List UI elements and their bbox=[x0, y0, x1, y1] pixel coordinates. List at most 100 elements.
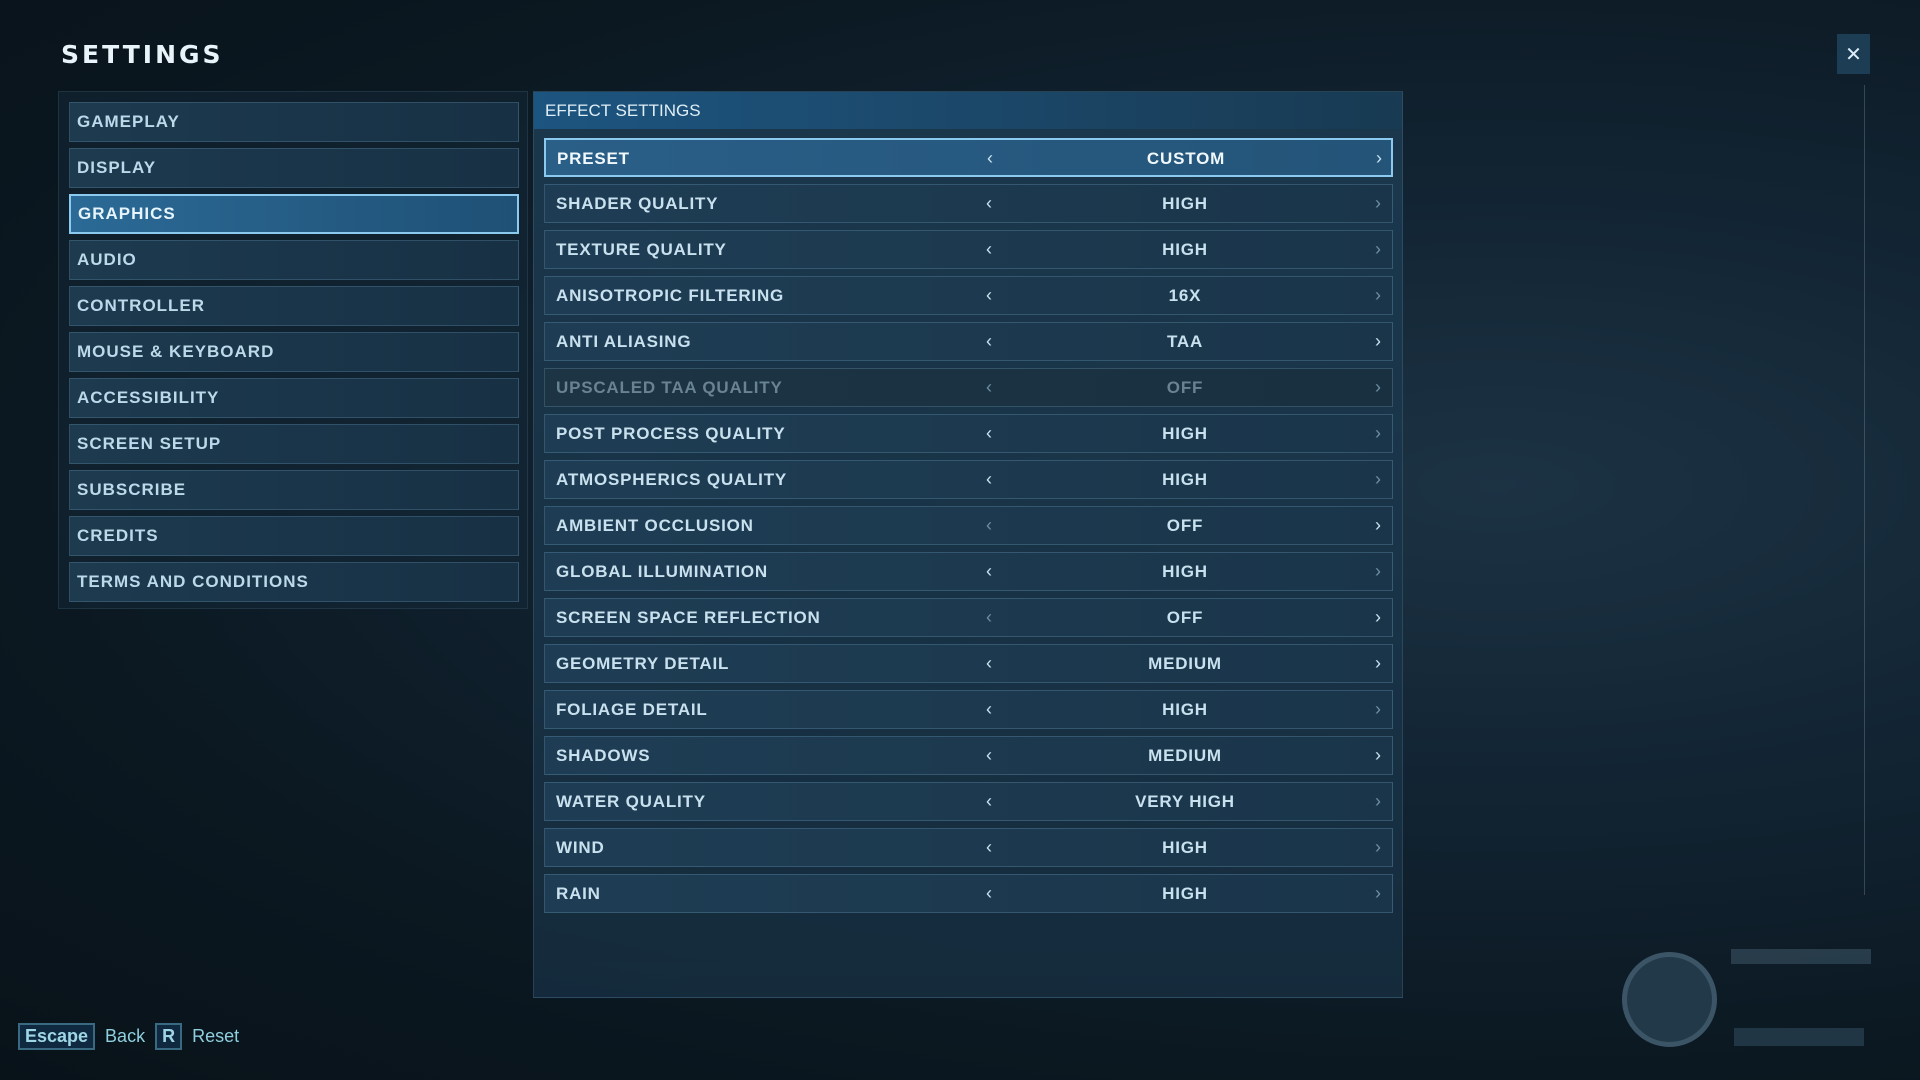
setting-label: UPSCALED TAA QUALITY bbox=[556, 378, 783, 397]
sidebar-item-subscribe[interactable]: SUBSCRIBE bbox=[69, 470, 519, 510]
setting-row-atmospherics-quality[interactable]: ATMOSPHERICS QUALITY ‹ HIGH › bbox=[544, 460, 1393, 499]
setting-label: ANTI ALIASING bbox=[556, 332, 692, 351]
setting-row-water-quality[interactable]: WATER QUALITY ‹ VERY HIGH › bbox=[544, 782, 1393, 821]
arrow-right-icon[interactable]: › bbox=[1375, 469, 1382, 489]
arrow-left-icon[interactable]: ‹ bbox=[986, 469, 993, 489]
sidebar-item-display[interactable]: DISPLAY bbox=[69, 148, 519, 188]
arrow-right-icon[interactable]: › bbox=[1375, 745, 1382, 765]
arrow-right-icon[interactable]: › bbox=[1375, 699, 1382, 719]
setting-row-rain[interactable]: RAIN ‹ HIGH › bbox=[544, 874, 1393, 913]
setting-row-ambient-occlusion[interactable]: AMBIENT OCCLUSION ‹ OFF › bbox=[544, 506, 1393, 545]
arrow-right-icon[interactable]: › bbox=[1375, 561, 1382, 581]
arrow-right-icon[interactable]: › bbox=[1375, 239, 1382, 259]
page-title: SETTINGS bbox=[61, 40, 224, 69]
arrow-right-icon[interactable]: › bbox=[1375, 791, 1382, 811]
setting-row-preset[interactable]: PRESET ‹ CUSTOM › bbox=[544, 138, 1393, 177]
footer-hints: Escape Back R Reset bbox=[18, 1023, 239, 1050]
arrow-left-icon[interactable]: ‹ bbox=[986, 515, 993, 535]
setting-row-shader-quality[interactable]: SHADER QUALITY ‹ HIGH › bbox=[544, 184, 1393, 223]
arrow-left-icon[interactable]: ‹ bbox=[986, 653, 993, 673]
setting-value: TAA bbox=[1166, 332, 1204, 351]
setting-value: HIGH bbox=[1162, 700, 1208, 719]
arrow-left-icon[interactable]: ‹ bbox=[986, 377, 993, 397]
setting-value: HIGH bbox=[1162, 838, 1208, 857]
arrow-left-icon[interactable]: ‹ bbox=[987, 148, 994, 168]
settings-sidebar: GAMEPLAY DISPLAY GRAPHICS AUDIO CONTROLLER MO… bbox=[58, 91, 528, 609]
arrow-left-icon[interactable]: ‹ bbox=[986, 239, 993, 259]
arrow-left-icon[interactable]: ‹ bbox=[986, 285, 993, 305]
arrow-right-icon[interactable]: › bbox=[1375, 285, 1382, 305]
setting-row-wind[interactable]: WIND ‹ HIGH › bbox=[544, 828, 1393, 867]
setting-label: ATMOSPHERICS QUALITY bbox=[556, 470, 788, 489]
arrow-right-icon[interactable]: › bbox=[1375, 423, 1382, 443]
panel-header: EFFECT SETTINGS bbox=[534, 92, 1402, 129]
setting-value: HIGH bbox=[1162, 194, 1208, 213]
sidebar-item-audio[interactable]: AUDIO bbox=[69, 240, 519, 280]
setting-label: SCREEN SPACE REFLECTION bbox=[556, 608, 821, 627]
sidebar-item-mouse-keyboard[interactable]: MOUSE & KEYBOARD bbox=[69, 332, 519, 372]
decorative-line bbox=[1864, 85, 1865, 895]
setting-row-screen-space-reflection[interactable]: SCREEN SPACE REFLECTION ‹ OFF › bbox=[544, 598, 1393, 637]
setting-row-anisotropic-filtering[interactable]: ANISOTROPIC FILTERING ‹ 16X › bbox=[544, 276, 1393, 315]
setting-value: HIGH bbox=[1162, 424, 1208, 443]
sidebar-item-graphics[interactable]: GRAPHICS bbox=[69, 194, 519, 234]
arrow-left-icon[interactable]: ‹ bbox=[986, 699, 993, 719]
setting-value: HIGH bbox=[1162, 562, 1208, 581]
arrow-left-icon[interactable]: ‹ bbox=[986, 331, 993, 351]
fullscreen-toggle-icon[interactable]: ✕ bbox=[1837, 34, 1870, 74]
setting-row-post-process-quality[interactable]: POST PROCESS QUALITY ‹ HIGH › bbox=[544, 414, 1393, 453]
arrow-right-icon[interactable]: › bbox=[1376, 148, 1383, 168]
arrow-left-icon[interactable]: ‹ bbox=[986, 837, 993, 857]
jurassic-world-logo-icon bbox=[1622, 952, 1717, 1047]
arrow-left-icon[interactable]: ‹ bbox=[986, 883, 993, 903]
setting-row-texture-quality[interactable]: TEXTURE QUALITY ‹ HIGH › bbox=[544, 230, 1393, 269]
arrow-left-icon[interactable]: ‹ bbox=[986, 745, 993, 765]
arrow-left-icon[interactable]: ‹ bbox=[986, 607, 993, 627]
arrow-right-icon[interactable]: › bbox=[1375, 607, 1382, 627]
setting-value: OFF bbox=[1166, 378, 1204, 397]
arrow-right-icon[interactable]: › bbox=[1375, 837, 1382, 857]
setting-label: POST PROCESS QUALITY bbox=[556, 424, 786, 443]
setting-row-shadows[interactable]: SHADOWS ‹ MEDIUM › bbox=[544, 736, 1393, 775]
setting-value: CUSTOM bbox=[1146, 149, 1226, 168]
setting-label: SHADER QUALITY bbox=[556, 194, 719, 213]
sidebar-item-credits[interactable]: CREDITS bbox=[69, 516, 519, 556]
arrow-right-icon[interactable]: › bbox=[1375, 331, 1382, 351]
sidebar-item-screen-setup[interactable]: SCREEN SETUP bbox=[69, 424, 519, 464]
setting-value: OFF bbox=[1166, 516, 1204, 535]
escape-key-hint[interactable]: Escape bbox=[18, 1023, 96, 1050]
setting-label: WIND bbox=[556, 838, 605, 857]
setting-row-anti-aliasing[interactable]: ANTI ALIASING ‹ TAA › bbox=[544, 322, 1393, 361]
effect-settings-panel: EFFECT SETTINGS PRESET ‹ CUSTOM › SHADER QUA… bbox=[533, 91, 1403, 998]
arrow-right-icon[interactable]: › bbox=[1375, 377, 1382, 397]
setting-row-geometry-detail[interactable]: GEOMETRY DETAIL ‹ MEDIUM › bbox=[544, 644, 1393, 683]
r-key-hint[interactable]: R bbox=[155, 1023, 183, 1050]
back-label[interactable]: Back bbox=[105, 1026, 146, 1046]
setting-value: HIGH bbox=[1162, 470, 1208, 489]
setting-value: 16X bbox=[1168, 286, 1202, 305]
arrow-left-icon[interactable]: ‹ bbox=[986, 561, 993, 581]
decorative-bar bbox=[1731, 949, 1871, 964]
arrow-right-icon[interactable]: › bbox=[1375, 193, 1382, 213]
setting-row-global-illumination[interactable]: GLOBAL ILLUMINATION ‹ HIGH › bbox=[544, 552, 1393, 591]
setting-row-foliage-detail[interactable]: FOLIAGE DETAIL ‹ HIGH › bbox=[544, 690, 1393, 729]
setting-value: MEDIUM bbox=[1148, 654, 1222, 673]
arrow-left-icon[interactable]: ‹ bbox=[986, 423, 993, 443]
sidebar-item-accessibility[interactable]: ACCESSIBILITY bbox=[69, 378, 519, 418]
setting-value: HIGH bbox=[1162, 884, 1208, 903]
arrow-right-icon[interactable]: › bbox=[1375, 883, 1382, 903]
arrow-left-icon[interactable]: ‹ bbox=[986, 791, 993, 811]
setting-value: VERY HIGH bbox=[1135, 792, 1235, 811]
setting-label: FOLIAGE DETAIL bbox=[556, 700, 708, 719]
sidebar-item-terms-and-conditions[interactable]: TERMS AND CONDITIONS bbox=[69, 562, 519, 602]
arrow-right-icon[interactable]: › bbox=[1375, 515, 1382, 535]
setting-label: PRESET bbox=[557, 149, 630, 168]
arrow-left-icon[interactable]: ‹ bbox=[986, 193, 993, 213]
sidebar-item-gameplay[interactable]: GAMEPLAY bbox=[69, 102, 519, 142]
reset-label[interactable]: Reset bbox=[192, 1026, 240, 1046]
sidebar-item-controller[interactable]: CONTROLLER bbox=[69, 286, 519, 326]
setting-label: GEOMETRY DETAIL bbox=[556, 654, 730, 673]
arrow-right-icon[interactable]: › bbox=[1375, 653, 1382, 673]
setting-label: SHADOWS bbox=[556, 746, 651, 765]
setting-row-upscaled-taa-quality[interactable]: UPSCALED TAA QUALITY ‹ OFF › bbox=[544, 368, 1393, 407]
